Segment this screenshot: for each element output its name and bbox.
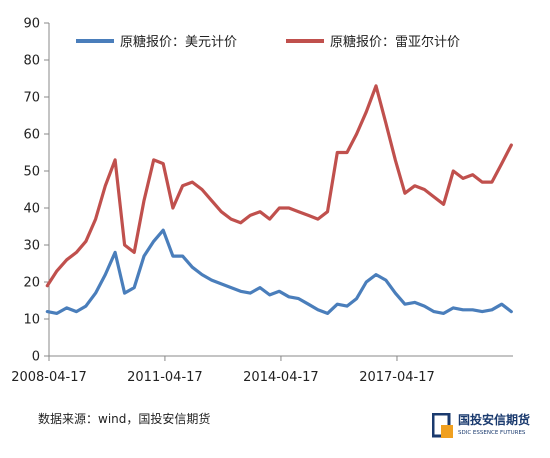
legend-label-1: 原糖报价：美元计价 — [120, 34, 237, 50]
data-source-note: 数据来源：wind，国投安信期货 — [38, 412, 211, 426]
y-tick-label: 30 — [23, 239, 40, 254]
series-line-2 — [45, 84, 513, 288]
y-tick-label: 0 — [32, 350, 40, 365]
series-line-1 — [45, 228, 513, 315]
y-tick-label: 90 — [23, 17, 40, 32]
x-tick-label: 2011-04-17 — [127, 370, 203, 385]
x-tick-label: 2014-04-17 — [243, 370, 319, 385]
y-tick-label: 10 — [23, 313, 40, 328]
logo-cn-text: 国投安信期货 — [458, 413, 531, 427]
y-tick-label: 70 — [23, 91, 40, 106]
y-tick-label: 80 — [23, 54, 40, 69]
company-logo: 国投安信期货 SDIC ESSENCE FUTURES — [432, 411, 548, 447]
logo-mark-icon — [432, 413, 453, 438]
x-tick-label: 2017-04-17 — [359, 370, 435, 385]
chart-axes: 0 10 20 30 40 50 60 70 80 90 2008-04-17 2011-04-17 2… — [11, 17, 513, 385]
y-tick-label: 40 — [23, 202, 40, 217]
x-tick-label: 2008-04-17 — [11, 370, 87, 385]
legend-label-2: 原糖报价：雷亚尔计价 — [330, 34, 460, 50]
y-tick-label: 50 — [23, 165, 40, 180]
logo-en-text: SDIC ESSENCE FUTURES — [458, 430, 526, 436]
chart-legend: 原糖报价：美元计价 原糖报价：雷亚尔计价 — [76, 34, 460, 50]
y-tick-label: 20 — [23, 276, 40, 291]
chart-series — [45, 84, 513, 315]
y-tick-label: 60 — [23, 128, 40, 143]
sugar-price-chart: 0 10 20 30 40 50 60 70 80 90 2008-04-17 2011-04-17 2… — [11, 17, 513, 385]
